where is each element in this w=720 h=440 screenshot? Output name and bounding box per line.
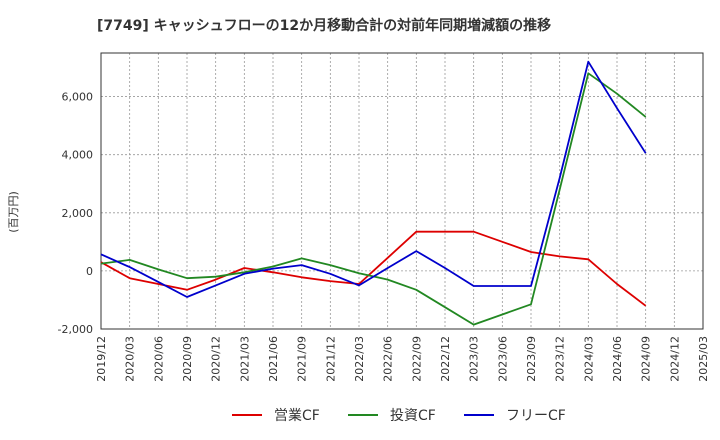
x-tick-label: 2022/09 xyxy=(410,336,423,382)
x-tick-label: 2023/12 xyxy=(554,336,567,382)
series-line-2 xyxy=(100,60,647,298)
x-tick-label: 2020/03 xyxy=(124,336,137,382)
x-tick-label: 2024/03 xyxy=(582,336,595,382)
x-tick-label: 2020/12 xyxy=(210,336,223,382)
legend-label-0: 営業CF xyxy=(274,408,320,424)
x-tick-label: 2022/12 xyxy=(439,336,452,382)
x-tick-label: 2023/03 xyxy=(468,336,481,382)
y-tick-label: 2,000 xyxy=(62,207,94,220)
x-tick-label: 2021/03 xyxy=(238,336,251,382)
legend: 営業CF 投資CF フリーCF xyxy=(232,408,566,424)
x-tick-label: 2024/09 xyxy=(640,336,653,382)
chart-title: [7749] キャッシュフローの12か月移動合計の対前年同期増減額の推移 xyxy=(97,17,551,34)
x-tick-label: 2020/09 xyxy=(181,336,194,382)
x-tick-label: 2023/06 xyxy=(496,336,509,382)
legend-label-1: 投資CF xyxy=(390,408,436,424)
y-tick-label: 4,000 xyxy=(62,149,94,162)
y-tick-label: -2,000 xyxy=(58,323,93,336)
x-tick-label: 2019/12 xyxy=(95,336,108,382)
legend-label-2: フリーCF xyxy=(506,408,566,424)
x-tick-label: 2022/03 xyxy=(353,336,366,382)
y-axis-label: (百万円) xyxy=(7,191,20,233)
x-tick-label: 2023/09 xyxy=(525,336,538,382)
x-tick-label: 2022/06 xyxy=(382,336,395,382)
plot-area: -2,000 0 2,000 4,000 6,000 2019/12 2020/03 2020… xyxy=(58,52,710,382)
plot-background xyxy=(101,53,703,329)
series-line-0 xyxy=(100,230,647,307)
y-tick-label: 0 xyxy=(86,265,93,278)
x-tick-label: 2025/03 xyxy=(697,336,710,382)
x-tick-label: 2024/12 xyxy=(668,336,681,382)
y-tick-label: 6,000 xyxy=(62,91,94,104)
x-tick-label: 2021/09 xyxy=(296,336,309,382)
plot-frame xyxy=(100,52,704,330)
x-tick-label: 2024/06 xyxy=(611,336,624,382)
x-tick-label: 2020/06 xyxy=(152,336,165,382)
x-tick-label: 2021/12 xyxy=(324,336,337,382)
x-tick-label: 2021/06 xyxy=(267,336,280,382)
